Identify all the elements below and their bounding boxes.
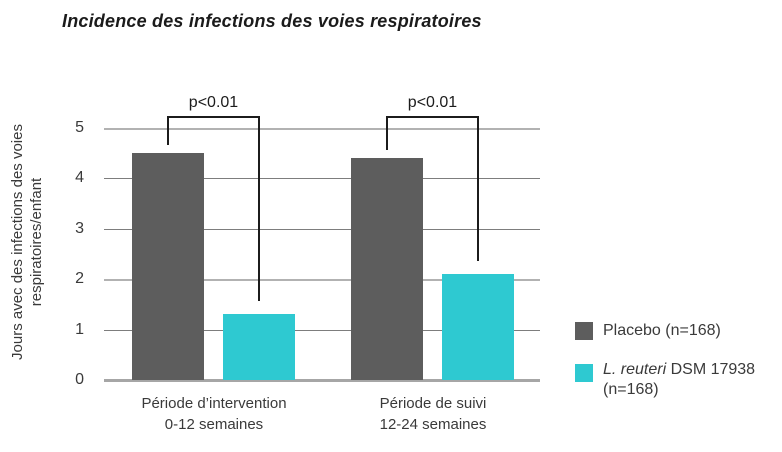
gridline-4 [104,178,540,179]
legend-swatch-placebo [575,322,593,340]
p-value-label-0: p<0.01 [188,94,239,111]
legend-label-reuteri-n: (n=168) [603,381,659,398]
p-value-label-1: p<0.01 [407,94,458,111]
legend-swatch-reuteri [575,364,593,382]
bar-placebo-group1 [351,157,423,380]
significance-bracket-right-leg-0 [258,116,260,302]
x-category-line2: 0-12 semaines [164,416,264,433]
legend-label-placebo: Placebo (n=168) [603,322,721,339]
significance-bracket-left-leg-1 [386,116,388,150]
x-category-line2: 12-24 semaines [379,416,487,433]
chart-title: Incidence des infections des voies respi… [62,11,482,31]
bar-reuteri-group1 [442,273,514,380]
bar-reuteri-group0 [223,314,295,380]
gridline-5 [104,128,540,130]
x-category-line1: Période d’intervention [141,395,287,412]
y-tick-label-2: 2 [75,270,84,287]
y-tick-label-0: 0 [75,371,84,388]
gridline-1 [104,330,540,331]
x-category-line1: Période de suivi [379,395,487,412]
gridline-2 [104,279,540,281]
bar-placebo-group0 [132,152,204,380]
legend-label-reuteri-species: L. reuteri [603,361,667,378]
significance-bracket-left-leg-0 [167,116,169,145]
x-category-label-suivi: Période de suivi 12-24 semaines [318,393,548,435]
x-axis-line [104,379,540,382]
y-axis-title-line2: respiratoires/enfant [28,177,45,307]
y-axis-title-line1: Jours avec des infections des voies [9,124,26,360]
gridline-3 [104,229,540,230]
significance-bracket-right-leg-1 [477,116,479,261]
legend-label-reuteri-strain: DSM 17938 [666,361,756,378]
significance-bracket-top-0 [167,116,260,118]
y-tick-label-1: 1 [75,321,84,338]
y-tick-label-3: 3 [75,220,84,237]
x-category-label-intervention: Période d’intervention 0-12 semaines [99,393,329,435]
significance-bracket-top-1 [386,116,479,118]
legend-label-reuteri: L. reuteri DSM 17938 (n=168) [603,360,782,400]
y-tick-label-4: 4 [75,169,84,186]
y-axis-title: Jours avec des infections des voies resp… [8,97,46,387]
y-tick-label-5: 5 [75,119,84,136]
